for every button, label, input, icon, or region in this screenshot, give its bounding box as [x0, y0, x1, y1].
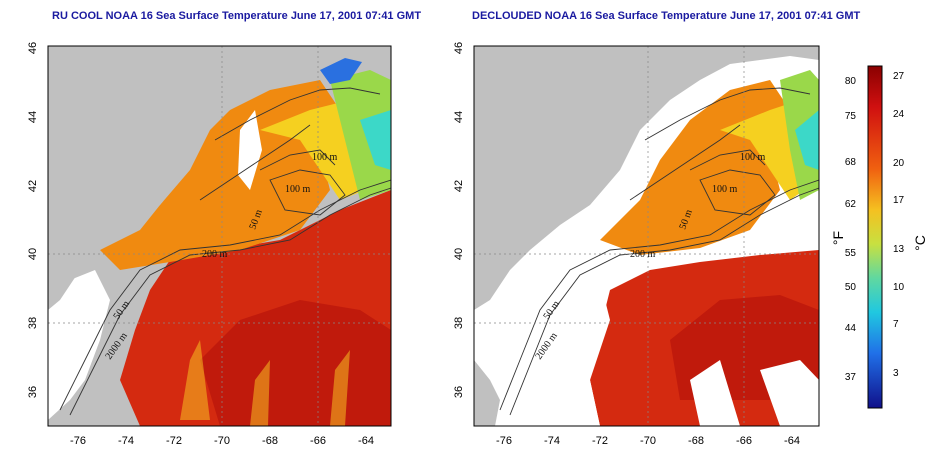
lat-tick: 42 — [27, 180, 39, 192]
lat-tick: 44 — [453, 111, 465, 123]
left-graticule — [48, 46, 391, 426]
left-land-coast — [48, 46, 391, 310]
lat-tick: 40 — [453, 248, 465, 260]
lon-tick: -66 — [736, 435, 752, 447]
lon-tick: -72 — [166, 435, 182, 447]
lon-tick: -74 — [118, 435, 134, 447]
left-ocean-yellow-streaks — [180, 340, 350, 426]
celsius-tick: 7 — [893, 319, 899, 330]
fahrenheit-tick: 37 — [845, 372, 857, 383]
right-cloud-gaps — [540, 280, 819, 426]
right-map-title: DECLOUDED NOAA 16 Sea Surface Temperatur… — [472, 10, 861, 22]
fahrenheit-tick: 68 — [845, 157, 857, 168]
colorbar: 80 75 68 62 55 50 44 37 27 24 20 17 13 1… — [830, 65, 928, 409]
left-map-frame — [47, 45, 392, 427]
colorbar-fahrenheit-ticks: 80 75 68 62 55 50 44 37 — [845, 76, 857, 383]
fahrenheit-unit-label: °F — [830, 231, 846, 245]
left-contour-label: 200 m — [202, 249, 228, 260]
left-cloud-streak — [238, 110, 262, 190]
lat-tick: 38 — [27, 317, 39, 329]
right-lat-ticks: 46 44 42 40 38 36 — [453, 42, 465, 398]
fahrenheit-tick: 55 — [845, 248, 857, 259]
celsius-tick: 3 — [893, 368, 899, 379]
lon-tick: -66 — [310, 435, 326, 447]
colorbar-gradient — [867, 65, 883, 409]
right-contour-label: 100 m — [712, 184, 738, 195]
right-contour-label: 200 m — [630, 249, 656, 260]
fahrenheit-tick: 44 — [845, 323, 857, 334]
left-offshore-cyan — [360, 110, 391, 170]
right-graticule — [474, 46, 819, 426]
lon-tick: -76 — [70, 435, 86, 447]
celsius-tick: 24 — [893, 109, 905, 120]
right-lon-ticks: -76 -74 -72 -70 -68 -66 -64 — [496, 435, 800, 447]
lon-tick: -64 — [358, 435, 374, 447]
right-contour-label: 100 m — [740, 152, 766, 163]
lat-tick: 42 — [453, 180, 465, 192]
left-bathymetry-contours — [59, 87, 391, 416]
left-offshore-green — [330, 70, 391, 200]
left-lat-ticks: 46 44 42 40 38 36 — [27, 42, 39, 398]
right-map-frame — [473, 45, 820, 427]
lon-tick: -76 — [496, 435, 512, 447]
right-offshore-cyan — [795, 110, 819, 170]
celsius-tick: 17 — [893, 195, 905, 206]
right-bathymetry-contours — [499, 87, 819, 416]
lon-tick: -74 — [544, 435, 560, 447]
celsius-unit-label: °C — [912, 235, 928, 251]
lat-tick: 36 — [453, 386, 465, 398]
lon-tick: -72 — [592, 435, 608, 447]
colorbar-celsius-ticks: 27 24 20 17 13 10 7 3 — [893, 71, 905, 379]
lat-tick: 36 — [27, 386, 39, 398]
lat-tick: 46 — [453, 42, 465, 54]
left-coastal-clouds — [48, 270, 110, 420]
lon-tick: -68 — [262, 435, 278, 447]
left-map-title: RU COOL NOAA 16 Sea Surface Temperature … — [52, 10, 422, 22]
lon-tick: -70 — [214, 435, 230, 447]
left-contour-label: 100 m — [312, 152, 338, 163]
left-contour-label: 100 m — [285, 184, 311, 195]
fahrenheit-tick: 75 — [845, 111, 857, 122]
lat-tick: 44 — [27, 111, 39, 123]
lat-tick: 46 — [27, 42, 39, 54]
fahrenheit-tick: 62 — [845, 199, 857, 210]
celsius-tick: 20 — [893, 158, 905, 169]
lat-tick: 40 — [27, 248, 39, 260]
left-lon-ticks: -76 -74 -72 -70 -68 -66 -64 — [70, 435, 374, 447]
lat-tick: 38 — [453, 317, 465, 329]
lon-tick: -70 — [640, 435, 656, 447]
left-cold-patch — [320, 58, 362, 84]
celsius-tick: 10 — [893, 282, 905, 293]
celsius-tick: 27 — [893, 71, 905, 82]
left-map-panel — [48, 46, 391, 426]
fahrenheit-tick: 50 — [845, 282, 857, 293]
celsius-tick: 13 — [893, 244, 905, 255]
fahrenheit-tick: 80 — [845, 76, 857, 87]
lon-tick: -64 — [784, 435, 800, 447]
right-land-south — [474, 360, 500, 426]
right-land-coast — [474, 46, 819, 310]
right-map-panel — [474, 46, 819, 426]
lon-tick: -68 — [688, 435, 704, 447]
